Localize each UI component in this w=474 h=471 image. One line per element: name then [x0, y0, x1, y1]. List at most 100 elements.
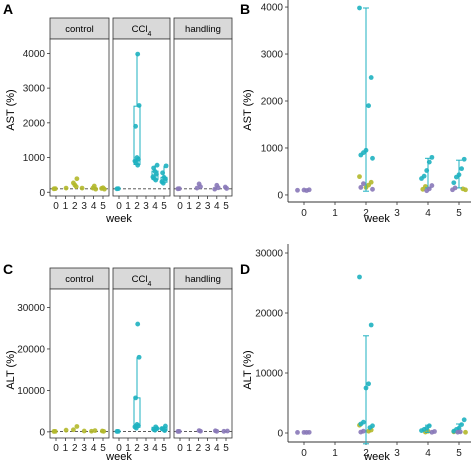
- facet-panel: [112, 288, 171, 439]
- data-point: [420, 186, 426, 192]
- data-point: [79, 185, 85, 191]
- x-tick-label: 0: [53, 443, 59, 454]
- x-axis-title: week: [363, 213, 390, 225]
- data-point: [429, 154, 435, 160]
- facet-panel: [173, 288, 233, 439]
- data-point: [74, 176, 80, 182]
- data-point: [366, 428, 371, 434]
- x-axis-title: week: [105, 451, 132, 463]
- x-tick-label: 1: [125, 201, 131, 212]
- data-point: [461, 417, 467, 423]
- data-point: [463, 429, 468, 435]
- x-tick-label: 2: [72, 443, 78, 454]
- data-point: [154, 171, 159, 177]
- data-point: [214, 428, 220, 434]
- x-tick-label: 5: [223, 443, 229, 454]
- data-point: [198, 428, 203, 434]
- data-point: [451, 180, 457, 186]
- data-point: [357, 274, 362, 280]
- data-point: [361, 181, 366, 187]
- data-point: [357, 5, 362, 11]
- data-point: [366, 103, 371, 109]
- y-tick-label: 3000: [23, 84, 46, 95]
- data-point: [460, 186, 466, 192]
- y-tick-label: 4000: [23, 49, 46, 60]
- facet-strip-label: control: [65, 274, 94, 285]
- x-tick-label: 3: [143, 201, 149, 212]
- x-tick-label: 0: [301, 448, 307, 459]
- facet-strip-label: handling: [185, 24, 221, 35]
- y-tick-label: 2000: [261, 97, 284, 108]
- data-point: [459, 166, 464, 172]
- x-tick-label: 2: [72, 201, 78, 212]
- data-point: [163, 176, 168, 182]
- y-tick-label: 10000: [17, 386, 45, 397]
- x-tick-label: 2: [196, 443, 202, 454]
- data-point: [450, 187, 455, 193]
- data-point: [133, 425, 139, 431]
- data-point: [459, 422, 464, 427]
- data-point: [63, 427, 69, 433]
- x-tick-label: 2: [196, 201, 202, 212]
- data-point: [135, 51, 141, 57]
- x-tick-label: 3: [394, 208, 400, 219]
- data-point: [154, 162, 160, 168]
- y-tick-label: 3000: [261, 50, 284, 61]
- data-point: [455, 429, 461, 435]
- data-point: [358, 152, 364, 158]
- x-tick-label: 4: [425, 208, 431, 219]
- y-tick-label: 30000: [255, 249, 283, 260]
- data-point: [115, 186, 121, 192]
- data-point: [225, 428, 230, 434]
- data-point: [368, 322, 374, 328]
- data-point: [429, 183, 435, 188]
- facet-strip-label: CCl4: [132, 274, 152, 288]
- data-point: [358, 429, 364, 435]
- data-point: [224, 186, 230, 191]
- panel-label: A: [3, 1, 13, 17]
- data-point: [52, 428, 58, 434]
- panel-label: C: [3, 261, 13, 277]
- data-point: [358, 185, 364, 190]
- x-tick-label: 5: [456, 448, 462, 459]
- x-tick-label: 1: [63, 443, 69, 454]
- y-axis-title: AST (%): [242, 89, 254, 130]
- x-tick-label: 2: [363, 448, 369, 459]
- x-tick-label: 4: [91, 443, 97, 454]
- facet-panel: [173, 38, 233, 197]
- data-point: [366, 381, 371, 387]
- x-tick-label: 1: [332, 448, 338, 459]
- data-point: [176, 428, 182, 434]
- data-point: [358, 421, 364, 427]
- data-point: [426, 159, 432, 165]
- x-tick-label: 2: [134, 201, 140, 212]
- x-tick-label: 2: [363, 208, 369, 219]
- x-tick-label: 3: [143, 443, 149, 454]
- data-point: [301, 187, 307, 193]
- x-tick-label: 3: [205, 201, 211, 212]
- x-tick-label: 5: [100, 443, 106, 454]
- data-point: [133, 123, 139, 129]
- data-point: [429, 429, 435, 435]
- panel-label: B: [240, 1, 250, 17]
- data-point: [52, 186, 58, 192]
- y-tick-label: 0: [277, 429, 283, 440]
- x-axis-title: week: [363, 451, 390, 463]
- x-tick-label: 1: [186, 201, 192, 212]
- data-point: [370, 186, 375, 192]
- facet-strip-label: CCl4: [132, 24, 152, 38]
- x-tick-label: 1: [63, 201, 69, 212]
- data-point: [363, 385, 369, 391]
- facet-strip-label: control: [65, 24, 94, 35]
- y-tick-label: 20000: [17, 344, 45, 355]
- data-point: [221, 428, 227, 434]
- x-tick-label: 3: [205, 443, 211, 454]
- data-point: [73, 184, 79, 190]
- x-tick-label: 4: [91, 201, 97, 212]
- data-point: [424, 168, 430, 173]
- x-tick-label: 1: [125, 443, 131, 454]
- x-tick-label: 0: [301, 208, 307, 219]
- x-tick-label: 4: [152, 443, 158, 454]
- x-tick-label: 3: [394, 448, 400, 459]
